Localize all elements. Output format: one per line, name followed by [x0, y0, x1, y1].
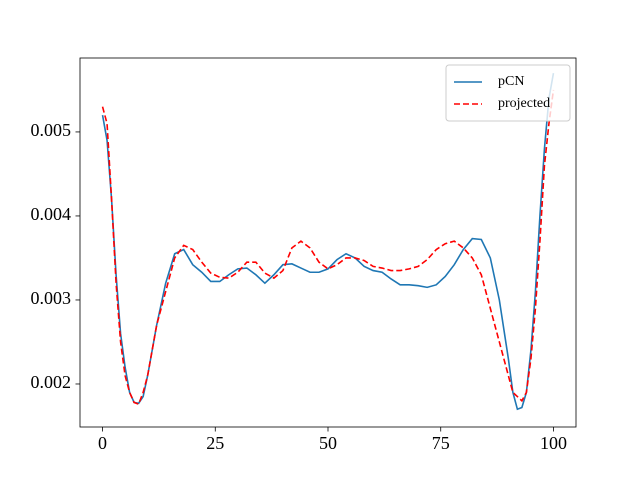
y-tick-label: 0.005 [31, 120, 72, 140]
x-tick-label: 25 [206, 433, 224, 453]
x-tick-label: 75 [432, 433, 450, 453]
legend-box [445, 64, 571, 122]
y-tick-label: 0.004 [31, 204, 72, 224]
y-tick-label: 0.002 [31, 372, 72, 392]
y-tick-label: 0.003 [31, 288, 72, 308]
x-tick-label: 0 [98, 433, 107, 453]
x-tick-label: 50 [319, 433, 337, 453]
legend-label: projected [498, 96, 550, 111]
x-tick-label: 100 [540, 433, 567, 453]
series-line [101, 89, 555, 406]
legend-label: pCN [498, 74, 524, 89]
